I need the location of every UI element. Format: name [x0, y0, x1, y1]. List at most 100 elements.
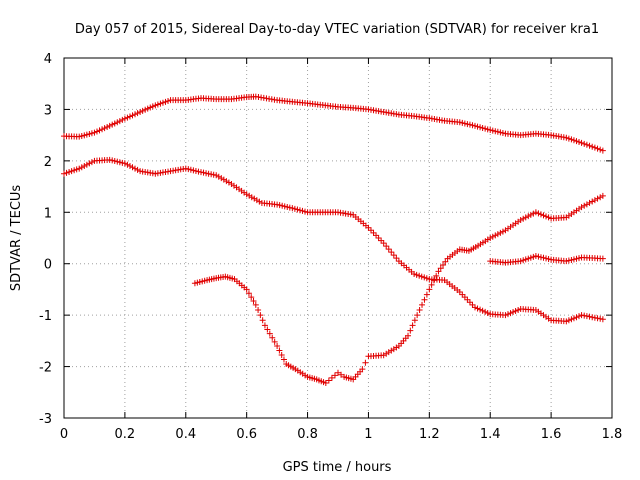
- data-point: [543, 213, 550, 220]
- data-point: [157, 100, 164, 107]
- data-point: [380, 240, 387, 247]
- data-point: [563, 134, 570, 141]
- data-point: [281, 203, 288, 210]
- data-point: [99, 126, 106, 133]
- data-point: [83, 131, 90, 138]
- y-tick-label: 0: [44, 258, 52, 273]
- data-point: [565, 257, 572, 264]
- data-point: [106, 122, 113, 129]
- series-track-1: [61, 93, 606, 154]
- data-point: [114, 119, 121, 126]
- data-point: [390, 252, 397, 259]
- data-point: [116, 159, 123, 166]
- data-point: [586, 142, 593, 149]
- data-point: [162, 98, 169, 105]
- y-tick-label: 3: [44, 103, 52, 118]
- data-point: [331, 372, 338, 379]
- data-point: [499, 130, 506, 136]
- data-point: [116, 118, 123, 125]
- data-point: [435, 268, 442, 275]
- data-point: [456, 289, 463, 295]
- data-point: [274, 201, 281, 208]
- data-point: [484, 126, 491, 133]
- x-tick-label: 0.2: [115, 427, 136, 442]
- data-point: [154, 101, 161, 108]
- data-point: [482, 125, 489, 132]
- data-point: [165, 98, 172, 105]
- data-point: [78, 133, 85, 139]
- data-point: [134, 166, 141, 173]
- data-point: [461, 120, 468, 127]
- data-point: [255, 307, 262, 313]
- x-tick-label: 0.6: [236, 427, 257, 442]
- data-point: [440, 262, 447, 268]
- data-point: [416, 272, 423, 279]
- data-point: [437, 265, 444, 272]
- data-point: [76, 165, 83, 172]
- data-point: [487, 235, 494, 241]
- data-point: [88, 130, 95, 137]
- data-point: [414, 312, 421, 319]
- data-point: [286, 204, 293, 211]
- data-point: [474, 305, 481, 312]
- grid-lines: [64, 58, 612, 418]
- data-point: [474, 123, 481, 130]
- data-point: [489, 127, 496, 134]
- data-point: [591, 144, 598, 151]
- data-point: [487, 127, 494, 133]
- data-point: [576, 255, 583, 262]
- data-point: [129, 164, 136, 171]
- data-point: [430, 277, 437, 284]
- data-point: [461, 294, 468, 301]
- data-point: [96, 127, 103, 134]
- data-point: [594, 145, 601, 152]
- data-point: [66, 169, 73, 175]
- data-point: [545, 256, 552, 262]
- data-point: [338, 371, 345, 378]
- data-point: [274, 343, 281, 349]
- data-point: [599, 147, 606, 154]
- data-point: [504, 311, 511, 318]
- data-point: [502, 312, 509, 319]
- data-point: [111, 120, 118, 127]
- data-point: [527, 211, 534, 218]
- data-point: [418, 273, 425, 280]
- data-point: [421, 296, 428, 303]
- data-point: [484, 310, 491, 316]
- data-point: [86, 160, 93, 167]
- data-point: [104, 124, 111, 130]
- data-point: [591, 197, 598, 204]
- data-point: [370, 229, 377, 236]
- data-point: [586, 199, 593, 206]
- data-point: [520, 215, 527, 222]
- data-point: [119, 116, 126, 123]
- data-point: [81, 163, 88, 169]
- data-point: [114, 158, 121, 165]
- data-point: [570, 315, 577, 322]
- data-point: [573, 314, 580, 321]
- data-point: [266, 330, 273, 337]
- data-point: [594, 195, 601, 202]
- data-point: [568, 136, 575, 143]
- data-point: [597, 194, 604, 201]
- data-point: [365, 224, 372, 231]
- data-point: [597, 146, 604, 153]
- data-point: [139, 107, 146, 114]
- data-point: [405, 332, 412, 339]
- data-point: [573, 138, 580, 145]
- data-point: [61, 170, 67, 177]
- data-point: [545, 214, 552, 221]
- data-point: [464, 296, 471, 303]
- data-point: [367, 227, 374, 234]
- data-point: [121, 115, 128, 122]
- data-point: [81, 132, 88, 139]
- data-point: [530, 210, 537, 217]
- data-point: [409, 322, 416, 329]
- data-point: [147, 104, 154, 111]
- series-track-4: [487, 253, 606, 266]
- data-point: [373, 232, 380, 239]
- data-point: [220, 176, 227, 183]
- data-point: [570, 137, 577, 144]
- x-tick-label: 0.4: [175, 427, 196, 442]
- data-point: [289, 205, 296, 212]
